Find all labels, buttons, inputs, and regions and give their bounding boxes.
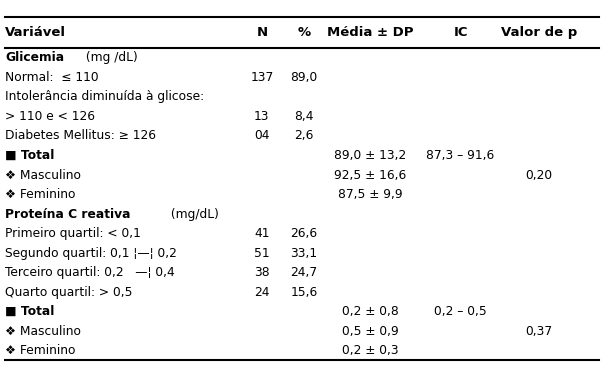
Text: 0,37: 0,37 xyxy=(525,325,553,338)
Text: 0,2 ± 0,3: 0,2 ± 0,3 xyxy=(342,344,399,357)
Text: Quarto quartil: > 0,5: Quarto quartil: > 0,5 xyxy=(5,286,133,299)
Text: Primeiro quartil: < 0,1: Primeiro quartil: < 0,1 xyxy=(5,227,141,240)
Text: 8,4: 8,4 xyxy=(294,110,314,123)
Text: Normal:  ≤ 110: Normal: ≤ 110 xyxy=(5,71,99,84)
Text: 24: 24 xyxy=(254,286,270,299)
Text: 87,3 – 91,6: 87,3 – 91,6 xyxy=(426,149,495,162)
Text: N: N xyxy=(256,26,267,39)
Text: %: % xyxy=(297,26,311,39)
Text: 51: 51 xyxy=(254,247,270,260)
Text: 33,1: 33,1 xyxy=(290,247,318,260)
Text: 0,5 ± 0,9: 0,5 ± 0,9 xyxy=(342,325,399,338)
Text: 2,6: 2,6 xyxy=(294,130,314,143)
Text: 137: 137 xyxy=(250,71,273,84)
Text: (mg/dL): (mg/dL) xyxy=(167,208,219,221)
Text: ■ Total: ■ Total xyxy=(5,305,55,318)
Text: 15,6: 15,6 xyxy=(290,286,318,299)
Text: 0,2 ± 0,8: 0,2 ± 0,8 xyxy=(342,305,399,318)
Text: 0,2 – 0,5: 0,2 – 0,5 xyxy=(434,305,487,318)
Text: Média ± DP: Média ± DP xyxy=(327,26,414,39)
Text: ❖ Feminino: ❖ Feminino xyxy=(5,188,76,201)
Text: 24,7: 24,7 xyxy=(290,266,318,279)
Text: Segundo quartil: 0,1 ¦—¦ 0,2: Segundo quartil: 0,1 ¦—¦ 0,2 xyxy=(5,247,178,260)
Text: ■ Total: ■ Total xyxy=(5,149,55,162)
Text: ❖ Masculino: ❖ Masculino xyxy=(5,325,81,338)
Text: ❖ Masculino: ❖ Masculino xyxy=(5,169,81,182)
Text: ❖ Feminino: ❖ Feminino xyxy=(5,344,76,357)
Text: Terceiro quartil: 0,2   —¦ 0,4: Terceiro quartil: 0,2 —¦ 0,4 xyxy=(5,266,175,279)
Text: 89,0: 89,0 xyxy=(290,71,318,84)
Text: Glicemia: Glicemia xyxy=(5,52,64,64)
Text: 0,20: 0,20 xyxy=(525,169,553,182)
Text: IC: IC xyxy=(453,26,468,39)
Text: Intolerância diminuída à glicose:: Intolerância diminuída à glicose: xyxy=(5,91,205,103)
Text: > 110 e < 126: > 110 e < 126 xyxy=(5,110,96,123)
Text: Variável: Variável xyxy=(5,26,66,39)
Text: Valor de p: Valor de p xyxy=(501,26,577,39)
Text: 04: 04 xyxy=(254,130,270,143)
Text: 26,6: 26,6 xyxy=(290,227,318,240)
Text: Diabetes Mellitus: ≥ 126: Diabetes Mellitus: ≥ 126 xyxy=(5,130,157,143)
Text: 87,5 ± 9,9: 87,5 ± 9,9 xyxy=(338,188,403,201)
Text: (mg /dL): (mg /dL) xyxy=(82,52,137,64)
Text: 92,5 ± 16,6: 92,5 ± 16,6 xyxy=(334,169,406,182)
Text: 89,0 ± 13,2: 89,0 ± 13,2 xyxy=(334,149,406,162)
Text: 13: 13 xyxy=(254,110,270,123)
Text: 41: 41 xyxy=(254,227,270,240)
Text: 38: 38 xyxy=(254,266,270,279)
Text: Proteína C reativa: Proteína C reativa xyxy=(5,208,131,221)
